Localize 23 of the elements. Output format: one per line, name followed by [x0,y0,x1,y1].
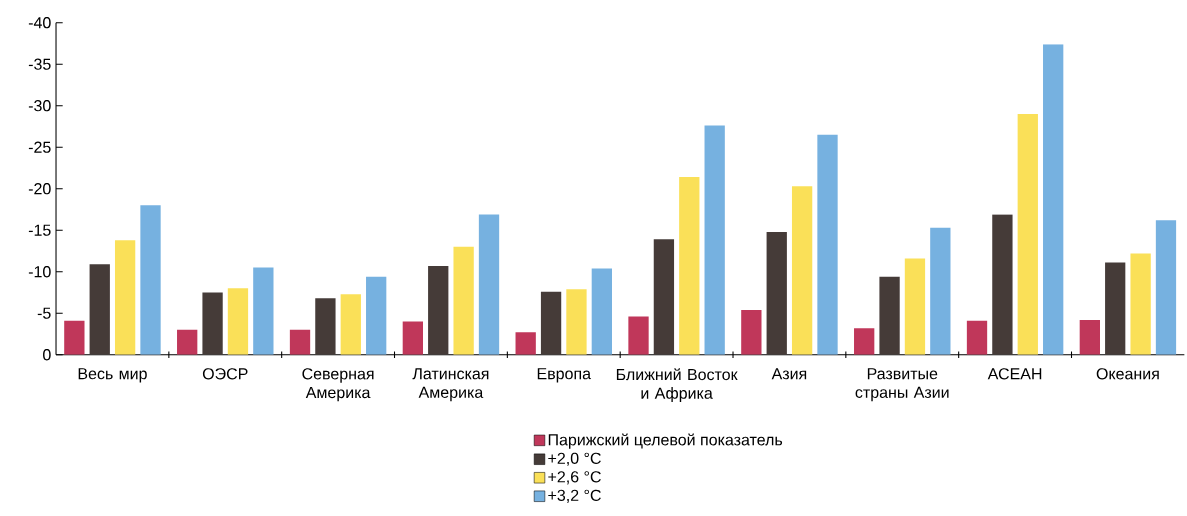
y-tick-label: -35 [28,58,51,70]
y-tick-label: -10 [28,266,51,278]
legend-label: +2,6 °C [548,471,601,485]
x-tick-label: Латинская Америка [412,368,489,402]
y-tick-label: -5 [37,307,51,319]
x-tick-label: Ближний Восток и Африка [616,368,738,402]
x-tick-label: АСЕАН [987,368,1042,380]
y-tick-label: -40 [28,16,51,29]
legend-label: Парижский целевой показатель [548,433,783,449]
legend-label: +2,0 °C [548,452,601,466]
x-tick-label: Развитые страны Азии [855,368,949,402]
x-tick-label: Океания [1096,368,1159,380]
y-tick-label: -30 [28,99,51,112]
y-tick-label: -25 [28,141,51,153]
x-tick-label: Весь мир [78,368,147,383]
y-tick-label: -20 [28,182,51,195]
y-tick-label: -15 [28,224,51,236]
x-tick-label: Северная Америка [302,368,374,402]
x-tick-label: ОЭСР [202,368,248,380]
y-tick-label: 0 [43,349,51,361]
legend-label: +3,2 °C [548,489,601,503]
x-tick-label: Европа [537,368,592,383]
x-tick-label: Азия [771,368,807,380]
